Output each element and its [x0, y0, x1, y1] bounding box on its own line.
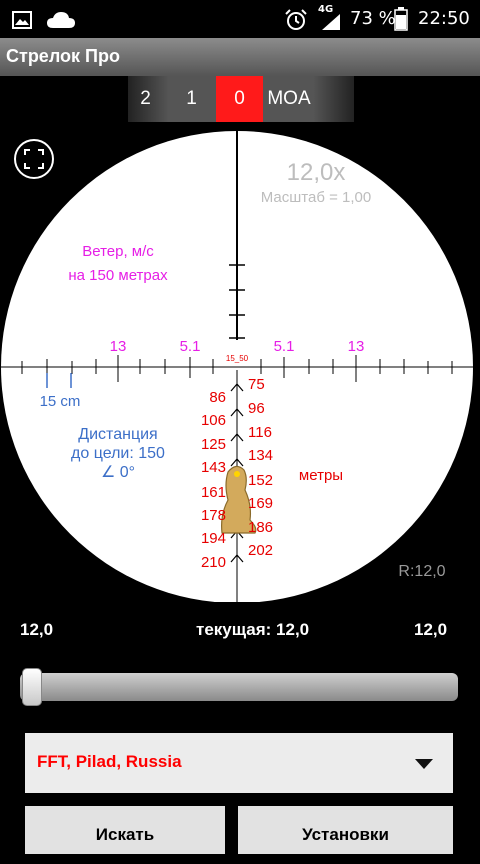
status-bar: 4G 73 % 22:50	[0, 0, 480, 38]
scale-label: Масштаб = 1,00	[261, 189, 371, 206]
signal-icon	[322, 14, 340, 30]
image-icon	[12, 11, 32, 29]
wind-mark: 5.1	[180, 338, 201, 355]
cloud-icon	[47, 12, 75, 28]
click-option-selected[interactable]: 0	[216, 76, 263, 122]
range-right: 75	[248, 376, 265, 393]
zoom-current: текущая: 12,0	[196, 620, 310, 639]
fullscreen-button[interactable]	[14, 139, 54, 179]
wind-label: Ветер, м/с	[82, 243, 154, 260]
range-right: 96	[248, 400, 265, 417]
click-selector[interactable]: 2 1 0 MOA	[128, 76, 354, 122]
app-bar: Стрелок Про	[0, 38, 480, 76]
range-left: 161	[201, 484, 226, 501]
zoom-min: 12,0	[20, 620, 54, 639]
network-type: 4G	[318, 4, 334, 15]
range-left: 86	[209, 389, 226, 406]
range-left: 210	[201, 554, 226, 571]
settings-button[interactable]: Установки	[238, 806, 453, 854]
click-option-1[interactable]: 1	[186, 88, 197, 109]
unit-label[interactable]: MOA	[267, 88, 311, 109]
range-right: 116	[248, 424, 272, 441]
profile-dropdown[interactable]: FFT, Pilad, Russia	[25, 733, 453, 793]
range-left: 106	[201, 412, 226, 429]
app-title: Стрелок Про	[6, 46, 120, 66]
fullscreen-icon	[24, 149, 44, 169]
range-right: 169	[248, 495, 273, 512]
size-label: 15 cm	[40, 393, 81, 410]
magnification: 12,0x	[287, 159, 346, 186]
clock: 22:50	[418, 8, 470, 29]
range-left: 194	[201, 530, 226, 547]
distance-line2: до цели: 150	[71, 445, 165, 462]
range-right: 202	[248, 542, 273, 559]
wind-distance: на 150 метрах	[68, 267, 168, 284]
wind-mark: 13	[348, 338, 365, 355]
reticle-label: R:12,0	[398, 563, 445, 580]
zoom-slider-thumb[interactable]	[22, 668, 42, 706]
angle: ∠ 0°	[101, 464, 135, 481]
marmot-target-icon	[221, 465, 257, 534]
range-right: 134	[248, 447, 273, 464]
units-label: метры	[299, 467, 343, 484]
range-left: 178	[201, 507, 226, 524]
alarm-icon	[285, 9, 307, 30]
dropdown-arrow-icon	[415, 759, 433, 769]
profile-dropdown-value: FFT, Pilad, Russia	[37, 752, 182, 771]
range-left: 143	[201, 459, 226, 476]
range-right: 152	[248, 472, 273, 489]
range-left: 125	[201, 436, 226, 453]
search-button[interactable]: Искать	[25, 806, 225, 854]
scope-view: 12,0x Масштаб = 1,00 Ветер, м/с на 150 м…	[0, 122, 480, 602]
zoom-max: 12,0	[414, 620, 448, 639]
wind-mark: 13	[110, 338, 127, 355]
battery-percent: 73 %	[350, 8, 396, 29]
center-mark: 15_50	[226, 354, 249, 363]
click-option-2[interactable]: 2	[140, 88, 151, 109]
battery-icon	[394, 7, 408, 31]
distance-line1: Дистанция	[78, 426, 157, 443]
zoom-slider-track[interactable]	[20, 673, 458, 701]
range-right: 186	[248, 519, 273, 536]
wind-mark: 5.1	[274, 338, 295, 355]
